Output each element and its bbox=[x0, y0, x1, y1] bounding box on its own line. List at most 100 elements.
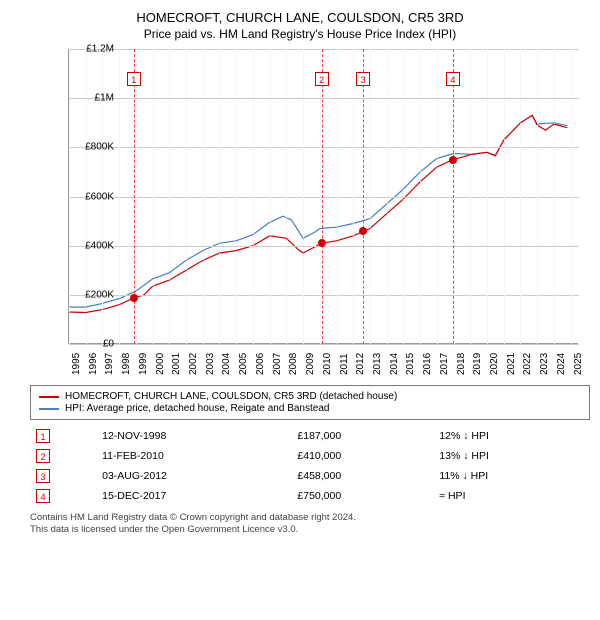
sale-delta: ≈ HPI bbox=[433, 486, 590, 506]
legend-label-1: HPI: Average price, detached house, Reig… bbox=[65, 403, 329, 414]
sale-dot bbox=[359, 227, 367, 235]
v-gridline bbox=[387, 49, 388, 344]
sale-num-badge: 4 bbox=[36, 489, 50, 503]
series-line bbox=[69, 115, 567, 307]
v-gridline bbox=[286, 49, 287, 344]
v-gridline bbox=[504, 49, 505, 344]
sale-delta: 11% ↓ HPI bbox=[433, 466, 590, 486]
x-tick-label: 2009 bbox=[305, 353, 316, 375]
sale-num-badge: 3 bbox=[36, 469, 50, 483]
x-tick-label: 2000 bbox=[155, 353, 166, 375]
sale-delta: 12% ↓ HPI bbox=[433, 426, 590, 446]
y-tick-label: £600K bbox=[70, 191, 114, 202]
x-tick-label: 1996 bbox=[88, 353, 99, 375]
v-gridline bbox=[487, 49, 488, 344]
x-tick-label: 2005 bbox=[238, 353, 249, 375]
x-tick-label: 2010 bbox=[322, 353, 333, 375]
legend-swatch-0 bbox=[39, 396, 59, 398]
table-row: 303-AUG-2012£458,00011% ↓ HPI bbox=[30, 466, 590, 486]
v-gridline bbox=[554, 49, 555, 344]
sales-table: 112-NOV-1998£187,00012% ↓ HPI211-FEB-201… bbox=[30, 426, 590, 506]
v-gridline bbox=[236, 49, 237, 344]
v-gridline bbox=[270, 49, 271, 344]
sale-badge: 2 bbox=[315, 72, 329, 86]
x-tick-label: 2021 bbox=[506, 353, 517, 375]
h-gridline bbox=[69, 98, 579, 99]
x-tick-label: 2024 bbox=[556, 353, 567, 375]
h-gridline bbox=[69, 197, 579, 198]
table-row: 112-NOV-1998£187,00012% ↓ HPI bbox=[30, 426, 590, 446]
v-gridline bbox=[303, 49, 304, 344]
chart-container: HOMECROFT, CHURCH LANE, COULSDON, CR5 3R… bbox=[10, 10, 590, 537]
x-tick-label: 2015 bbox=[405, 353, 416, 375]
v-gridline bbox=[119, 49, 120, 344]
x-tick-label: 1999 bbox=[138, 353, 149, 375]
sale-price: £187,000 bbox=[291, 426, 433, 446]
v-gridline bbox=[403, 49, 404, 344]
sale-badge: 1 bbox=[127, 72, 141, 86]
sale-badge: 4 bbox=[446, 72, 460, 86]
v-gridline bbox=[571, 49, 572, 344]
sale-num-cell: 3 bbox=[30, 466, 96, 486]
y-tick-label: £200K bbox=[70, 289, 114, 300]
x-tick-label: 2014 bbox=[389, 353, 400, 375]
sale-delta: 13% ↓ HPI bbox=[433, 446, 590, 466]
x-tick-label: 2019 bbox=[472, 353, 483, 375]
x-tick-label: 2004 bbox=[221, 353, 232, 375]
x-tick-label: 1995 bbox=[71, 353, 82, 375]
legend-row-0: HOMECROFT, CHURCH LANE, COULSDON, CR5 3R… bbox=[39, 391, 581, 402]
x-tick-label: 2025 bbox=[573, 353, 584, 375]
sale-price: £750,000 bbox=[291, 486, 433, 506]
sale-date: 11-FEB-2010 bbox=[96, 446, 291, 466]
v-gridline bbox=[203, 49, 204, 344]
x-tick-label: 2023 bbox=[539, 353, 550, 375]
h-gridline bbox=[69, 295, 579, 296]
sale-badge: 3 bbox=[356, 72, 370, 86]
y-tick-label: £1M bbox=[70, 93, 114, 104]
v-gridline bbox=[337, 49, 338, 344]
footnote-line2: This data is licensed under the Open Gov… bbox=[30, 524, 298, 535]
title-block: HOMECROFT, CHURCH LANE, COULSDON, CR5 3R… bbox=[10, 10, 590, 41]
v-gridline bbox=[153, 49, 154, 344]
sale-price: £410,000 bbox=[291, 446, 433, 466]
sale-date: 15-DEC-2017 bbox=[96, 486, 291, 506]
v-gridline bbox=[253, 49, 254, 344]
y-tick-label: £400K bbox=[70, 240, 114, 251]
v-gridline bbox=[320, 49, 321, 344]
legend-row-1: HPI: Average price, detached house, Reig… bbox=[39, 403, 581, 414]
x-tick-label: 1997 bbox=[104, 353, 115, 375]
title-main: HOMECROFT, CHURCH LANE, COULSDON, CR5 3R… bbox=[10, 10, 590, 25]
x-tick-label: 2006 bbox=[255, 353, 266, 375]
x-tick-label: 2002 bbox=[188, 353, 199, 375]
x-tick-label: 1998 bbox=[121, 353, 132, 375]
sale-num-cell: 2 bbox=[30, 446, 96, 466]
x-tick-label: 2007 bbox=[272, 353, 283, 375]
v-gridline bbox=[169, 49, 170, 344]
h-gridline bbox=[69, 147, 579, 148]
v-gridline bbox=[219, 49, 220, 344]
h-gridline bbox=[69, 344, 579, 345]
v-gridline bbox=[186, 49, 187, 344]
x-tick-label: 2020 bbox=[489, 353, 500, 375]
x-tick-label: 2016 bbox=[422, 353, 433, 375]
v-gridline bbox=[470, 49, 471, 344]
legend-label-0: HOMECROFT, CHURCH LANE, COULSDON, CR5 3R… bbox=[65, 391, 397, 402]
sale-line bbox=[453, 49, 454, 344]
title-sub: Price paid vs. HM Land Registry's House … bbox=[10, 27, 590, 41]
v-gridline bbox=[353, 49, 354, 344]
table-row: 4 15-DEC-2017£750,000≈ HPI bbox=[30, 486, 590, 506]
sale-price: £458,000 bbox=[291, 466, 433, 486]
x-tick-label: 2013 bbox=[372, 353, 383, 375]
series-line bbox=[69, 115, 567, 312]
chart-area: 1234 £0£200K£400K£600K£800K£1M£1.2M19951… bbox=[30, 49, 590, 379]
v-gridline bbox=[520, 49, 521, 344]
h-gridline bbox=[69, 49, 579, 50]
legend-swatch-1 bbox=[39, 408, 59, 410]
plot-area: 1 2 3 4 bbox=[68, 49, 578, 344]
sale-date: 12-NOV-1998 bbox=[96, 426, 291, 446]
x-tick-label: 2008 bbox=[288, 353, 299, 375]
x-tick-label: 2022 bbox=[522, 353, 533, 375]
x-tick-label: 2018 bbox=[456, 353, 467, 375]
y-tick-label: £0 bbox=[70, 339, 114, 350]
footnote: Contains HM Land Registry data © Crown c… bbox=[30, 512, 590, 537]
